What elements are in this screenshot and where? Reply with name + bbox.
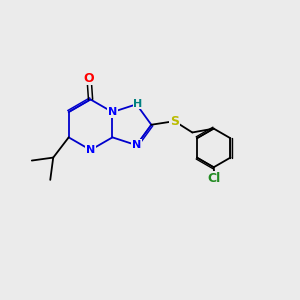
Text: N: N — [108, 107, 117, 117]
Text: S: S — [170, 115, 179, 128]
Text: O: O — [84, 72, 94, 85]
Text: Cl: Cl — [208, 172, 221, 185]
Text: H: H — [133, 99, 142, 109]
Text: N: N — [86, 145, 95, 155]
Text: N: N — [132, 140, 141, 150]
